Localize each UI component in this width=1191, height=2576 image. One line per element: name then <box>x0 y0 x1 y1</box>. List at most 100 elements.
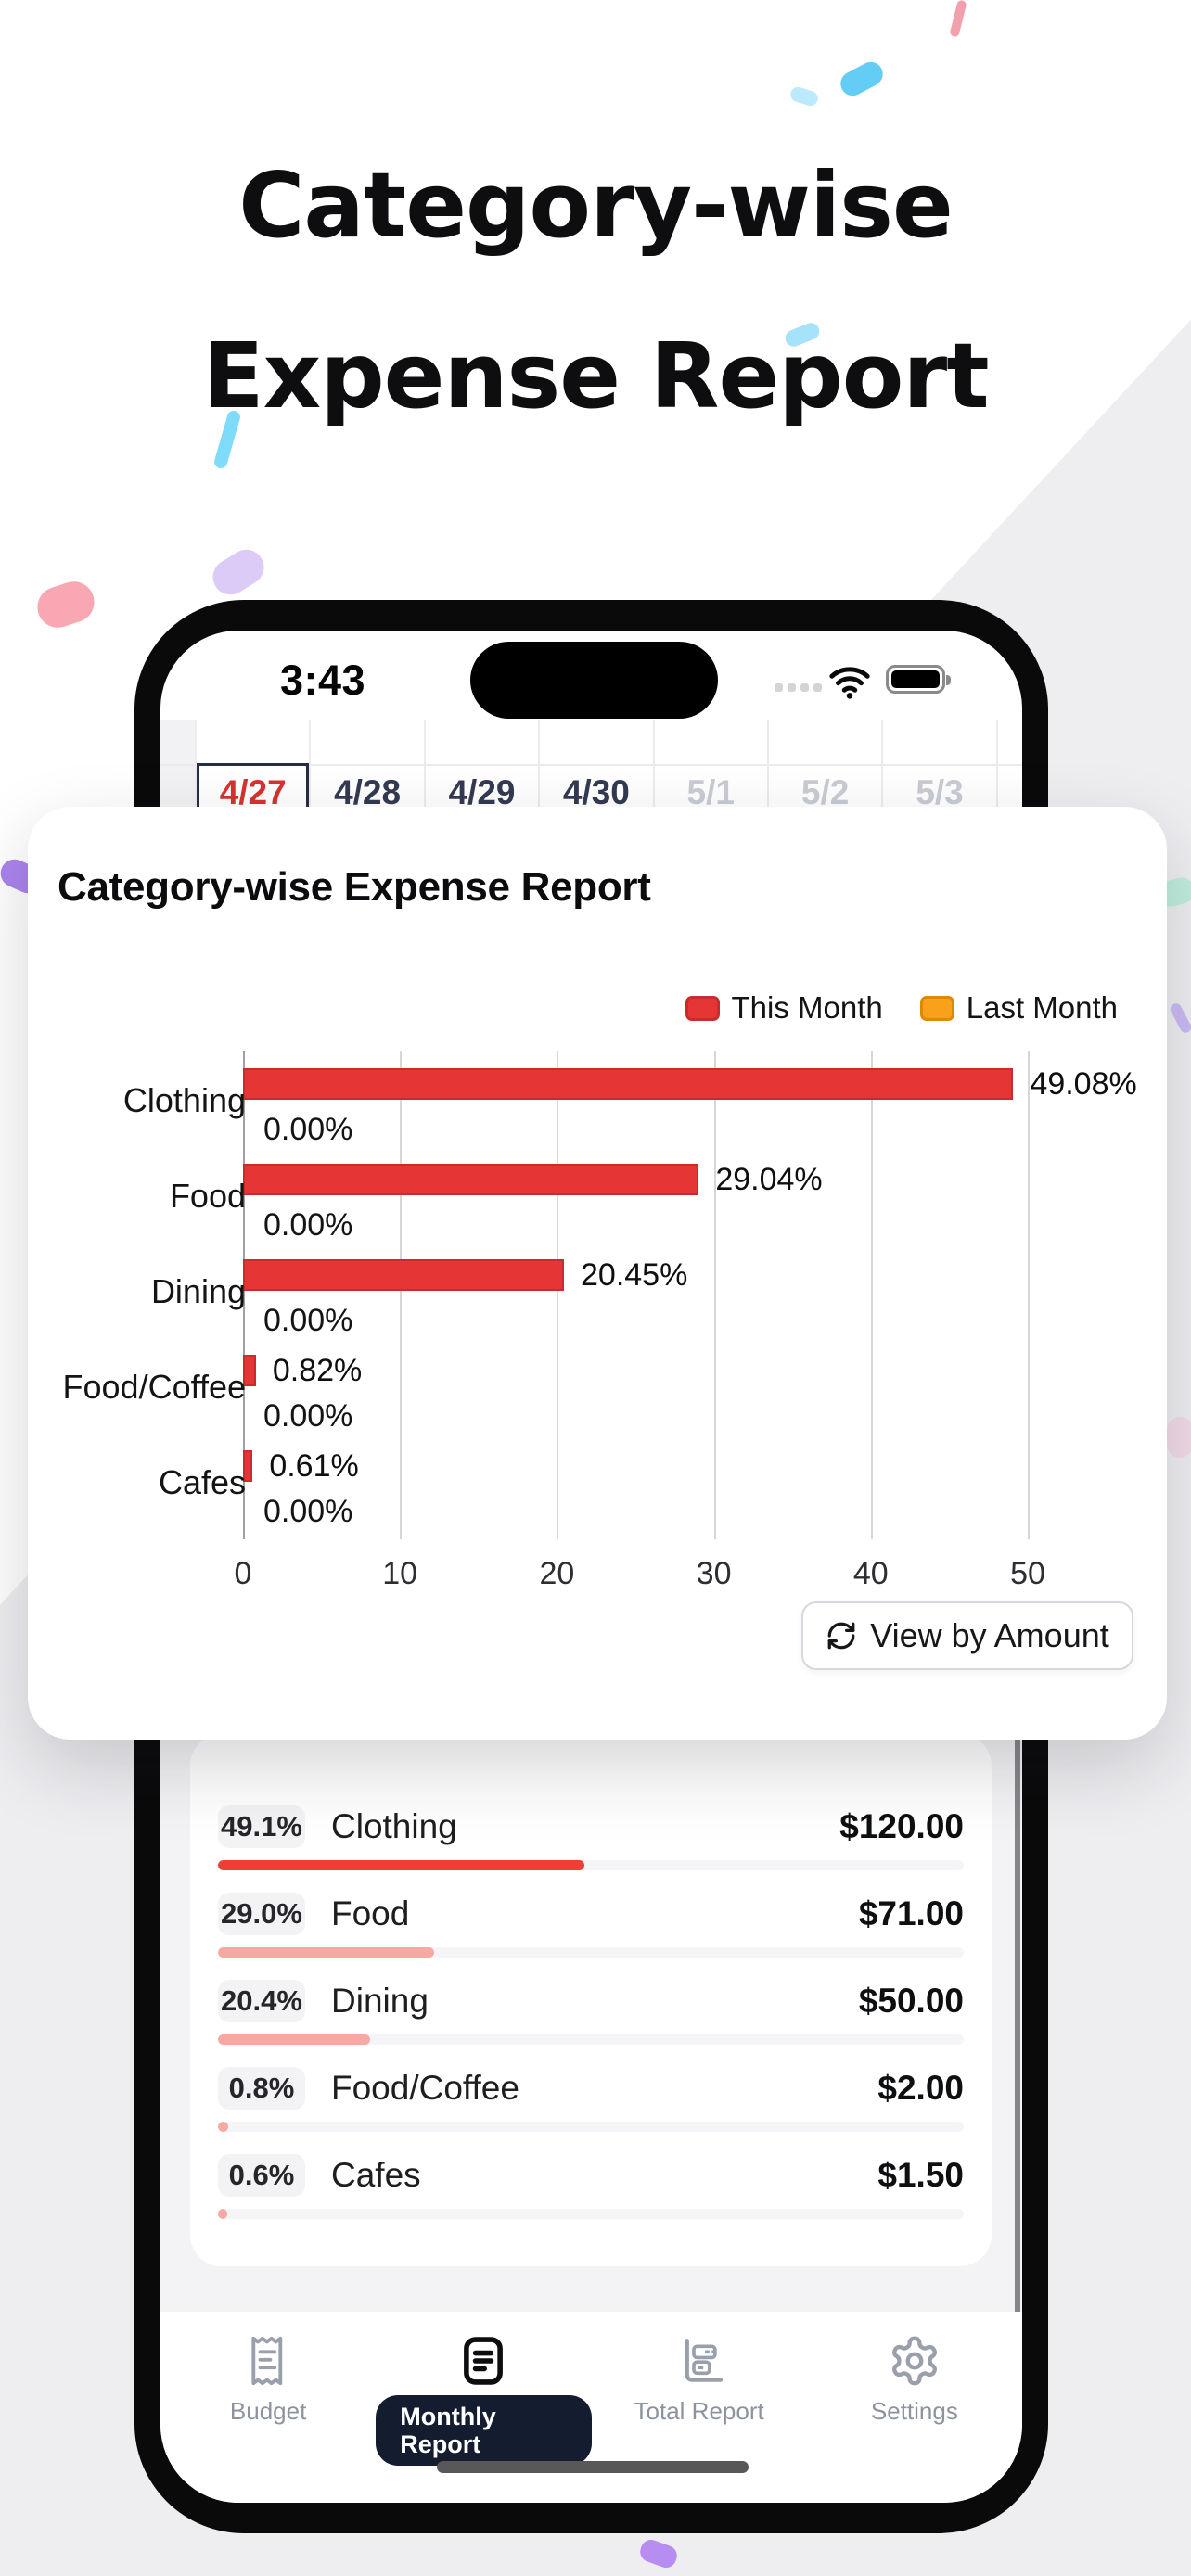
chart-gridline <box>557 1051 559 1539</box>
tab-bar-label: Budget <box>229 2397 307 2425</box>
date-tab-label: 4/30 <box>562 773 630 811</box>
confetti-piece <box>949 0 967 38</box>
percentage-badge: 0.8% <box>218 2067 305 2110</box>
category-amount: $120.00 <box>839 1807 964 1845</box>
refresh-icon <box>827 1622 855 1650</box>
confetti-piece <box>1167 1417 1191 1458</box>
category-list-row[interactable]: 49.1% Clothing $120.00 <box>218 1804 964 1892</box>
tab-bar-item[interactable]: Monthly Report <box>376 2312 592 2503</box>
category-axis-label: Dining <box>150 1272 246 1310</box>
date-tab-label: 4/27 <box>219 773 287 811</box>
confetti-piece <box>836 57 888 100</box>
percentage-badge: 20.4% <box>218 1980 305 2022</box>
category-progress-track <box>218 2122 964 2132</box>
category-list-row[interactable]: 29.0% Food $71.00 <box>218 1892 964 1979</box>
category-list-card: 49.1% Clothing $120.00 29.0% Food $71.00 <box>190 1734 992 2266</box>
tab-bar-label: Total Report <box>634 2397 764 2425</box>
home-indicator <box>437 2461 749 2473</box>
chart-bar-this-month <box>243 1450 253 1482</box>
chart-gridline <box>243 1051 245 1539</box>
bar-value-label-last-month: 0.00% <box>263 1207 353 1243</box>
category-progress-fill <box>218 1860 584 1870</box>
chart-bar-this-month <box>243 1164 699 1195</box>
percentage-badge: 29.0% <box>218 1893 305 1935</box>
category-list-row[interactable]: 20.4% Dining $50.00 <box>218 1979 964 2066</box>
chart-bar-this-month <box>243 1355 256 1386</box>
bar-chart-icon <box>672 2334 726 2388</box>
date-tab[interactable]: 5/3 <box>883 720 998 840</box>
wifi-icon <box>828 660 871 699</box>
document-lines-icon <box>456 2334 510 2388</box>
legend-item[interactable]: This Month <box>685 990 883 1026</box>
bar-value-label-last-month: 0.00% <box>263 1398 353 1434</box>
chart-bar-this-month <box>243 1068 1014 1100</box>
category-progress-fill <box>218 1947 435 1958</box>
gear-icon <box>888 2334 941 2388</box>
legend-swatch <box>685 995 720 1021</box>
category-amount: $1.50 <box>877 2156 964 2194</box>
bar-value-label-last-month: 0.00% <box>263 1303 353 1338</box>
category-name: Cafes <box>331 2156 421 2194</box>
bar-value-label: 29.04% <box>715 1162 823 1197</box>
bar-value-label-last-month: 0.00% <box>263 1494 353 1529</box>
x-axis-tick: 0 <box>234 1556 252 1591</box>
cellular-signal-icon <box>775 683 822 692</box>
x-axis-tick: 20 <box>539 1556 575 1591</box>
category-progress-track <box>218 1947 964 1958</box>
tab-bar-item[interactable]: Budget <box>160 2312 376 2503</box>
receipt-icon <box>241 2334 295 2388</box>
tab-bar-label: Monthly Report <box>376 2395 592 2466</box>
x-axis-tick: 10 <box>382 1556 418 1591</box>
view-by-amount-button[interactable]: View by Amount <box>801 1601 1133 1670</box>
bar-chart: 0 10 20 30 40 50 49.08% 0.00% 29.04% 0.00% 20.45% 0… <box>28 1051 1167 1626</box>
category-axis-label: Food <box>169 1177 246 1215</box>
chart-gridline <box>713 1051 716 1539</box>
category-name: Clothing <box>331 1807 457 1845</box>
category-progress-track <box>218 1860 964 1870</box>
date-tab-label: 5/3 <box>916 773 964 811</box>
scrollbar[interactable] <box>1015 1576 1020 2370</box>
bottom-tab-bar: Budget Monthly Report Total Report Setti… <box>160 2312 1022 2503</box>
tab-bar-item[interactable]: Settings <box>807 2312 1022 2503</box>
category-progress-fill <box>218 2122 229 2132</box>
category-axis-label: Food/Coffee <box>62 1368 246 1406</box>
confetti-piece <box>788 84 820 108</box>
bar-value-label: 49.08% <box>1030 1066 1137 1102</box>
legend-item[interactable]: Last Month <box>919 990 1118 1026</box>
tab-bar-item[interactable]: Total Report <box>592 2312 807 2503</box>
legend-label: Last Month <box>966 990 1118 1025</box>
category-progress-fill <box>218 2034 371 2045</box>
confetti-piece <box>206 542 271 602</box>
category-progress-fill <box>218 2209 227 2219</box>
category-list-row[interactable]: 0.8% Food/Coffee $2.00 <box>218 2066 964 2153</box>
chart-bar-this-month <box>243 1259 564 1291</box>
date-tab[interactable]: 4/30 <box>540 720 655 840</box>
date-tab[interactable]: 5/2 <box>769 720 884 840</box>
bar-value-label: 0.82% <box>272 1353 363 1388</box>
category-amount: $50.00 <box>858 1982 964 2020</box>
report-card-title: Category-wise Expense Report <box>58 864 651 910</box>
percentage-badge: 49.1% <box>218 1805 305 1848</box>
bar-value-label: 0.61% <box>269 1448 359 1484</box>
category-name: Food <box>331 1894 410 1932</box>
category-axis-label: Cafes <box>158 1463 246 1501</box>
chart-gridline <box>400 1051 403 1539</box>
legend-label: This Month <box>731 990 883 1025</box>
legend-swatch <box>919 995 954 1021</box>
battery-icon <box>886 665 951 694</box>
category-list-row[interactable]: 0.6% Cafes $1.50 <box>218 2153 964 2240</box>
page-title-line2: Expense Report <box>202 324 989 428</box>
percentage-badge: 0.6% <box>218 2154 305 2197</box>
chart-gridline <box>870 1051 873 1539</box>
date-tab[interactable]: 4/29 <box>426 720 541 840</box>
page-title-line1: Category-wise <box>238 153 954 258</box>
date-tab-label: 5/1 <box>686 773 735 811</box>
bar-value-label: 20.45% <box>581 1257 688 1293</box>
category-progress-track <box>218 2209 964 2219</box>
x-axis-tick: 30 <box>696 1556 732 1591</box>
status-bar-time: 3:43 <box>279 657 366 704</box>
date-tab[interactable]: 4/28 <box>311 720 426 840</box>
date-tab[interactable]: 5/1 <box>655 720 769 840</box>
page-title: Category-wise Expense Report <box>0 121 1191 462</box>
